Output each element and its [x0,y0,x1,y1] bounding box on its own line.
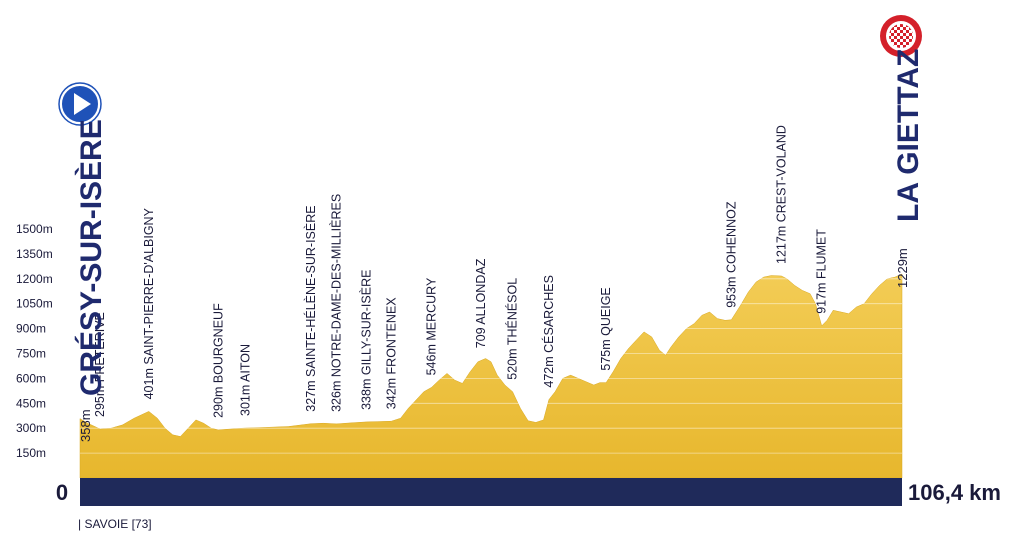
waypoint-label: 917m FLUMET [815,229,829,314]
checkered-flag-icon [889,24,913,48]
waypoint-label: 709 ALLONDAZ [474,258,488,348]
waypoint-label: 327m SAINTE-HÉLÈNE-SUR-ISÈRE [303,205,318,411]
department-label: | SAVOIE [73] [78,517,152,531]
y-tick-label: 300m [16,421,46,435]
finish-name: LA GIETTAZ [892,49,925,222]
waypoint-label: 546m MERCURY [425,277,439,375]
y-tick-label: 1050m [16,297,53,311]
waypoint-label: 342m FRONTENEX [384,297,398,409]
x-start-label: 0 [56,480,68,505]
waypoint-label: 953m COHENNOZ [724,201,738,308]
waypoint-label: 472m CÉSARCHES [541,275,556,388]
waypoint-label: 520m THÉNÉSOL [505,278,520,380]
y-tick-label: 600m [16,371,46,385]
start-name: GRÉSY-SUR-ISÈRE [74,119,108,396]
elevation-profile-area [79,273,903,479]
elevation-gridlines-overlay [80,228,902,454]
y-tick-label: 750m [16,347,46,361]
y-tick-label: 1500m [16,222,53,236]
y-tick-label: 1350m [16,247,53,261]
waypoint-label: 575m QUEIGE [599,287,613,370]
waypoint-label: 301m AITON [238,344,252,416]
start-elevation: 358m [78,409,93,442]
waypoint-label: 326m NOTRE-DAME-DES-MILLIÈRES [329,194,344,412]
waypoint-label: 338m GILLY-SUR-ISÈRE [359,270,374,410]
play-icon [74,93,91,115]
y-tick-label: 1200m [16,272,53,286]
waypoint-label: 290m BOURGNEUF [211,303,225,418]
y-tick-label: 900m [16,322,46,336]
waypoint-label: 295m FRETÉRIVE [92,312,107,417]
finish-elevation: 1229m [895,248,910,288]
waypoint-labels: 295m FRETÉRIVE 401m SAINT-PIERRE-D'ALBIGN… [92,125,829,418]
distance-base-band [80,478,902,506]
finish-marker: LA GIETTAZ 1229m [880,15,925,288]
y-axis: 150m 300m 450m 600m 750m 900m 1050m 1200m 1350m 1… [16,222,53,460]
y-tick-label: 150m [16,446,46,460]
start-play-icon-ring [58,82,102,126]
waypoint-label: 1217m CREST-VOLAND [775,125,789,264]
start-marker: GRÉSY-SUR-ISÈRE 358m [58,82,108,442]
waypoint-label: 401m SAINT-PIERRE-D'ALBIGNY [142,207,156,399]
x-end-label: 106,4 km [908,480,1001,505]
y-tick-label: 450m [16,396,46,410]
